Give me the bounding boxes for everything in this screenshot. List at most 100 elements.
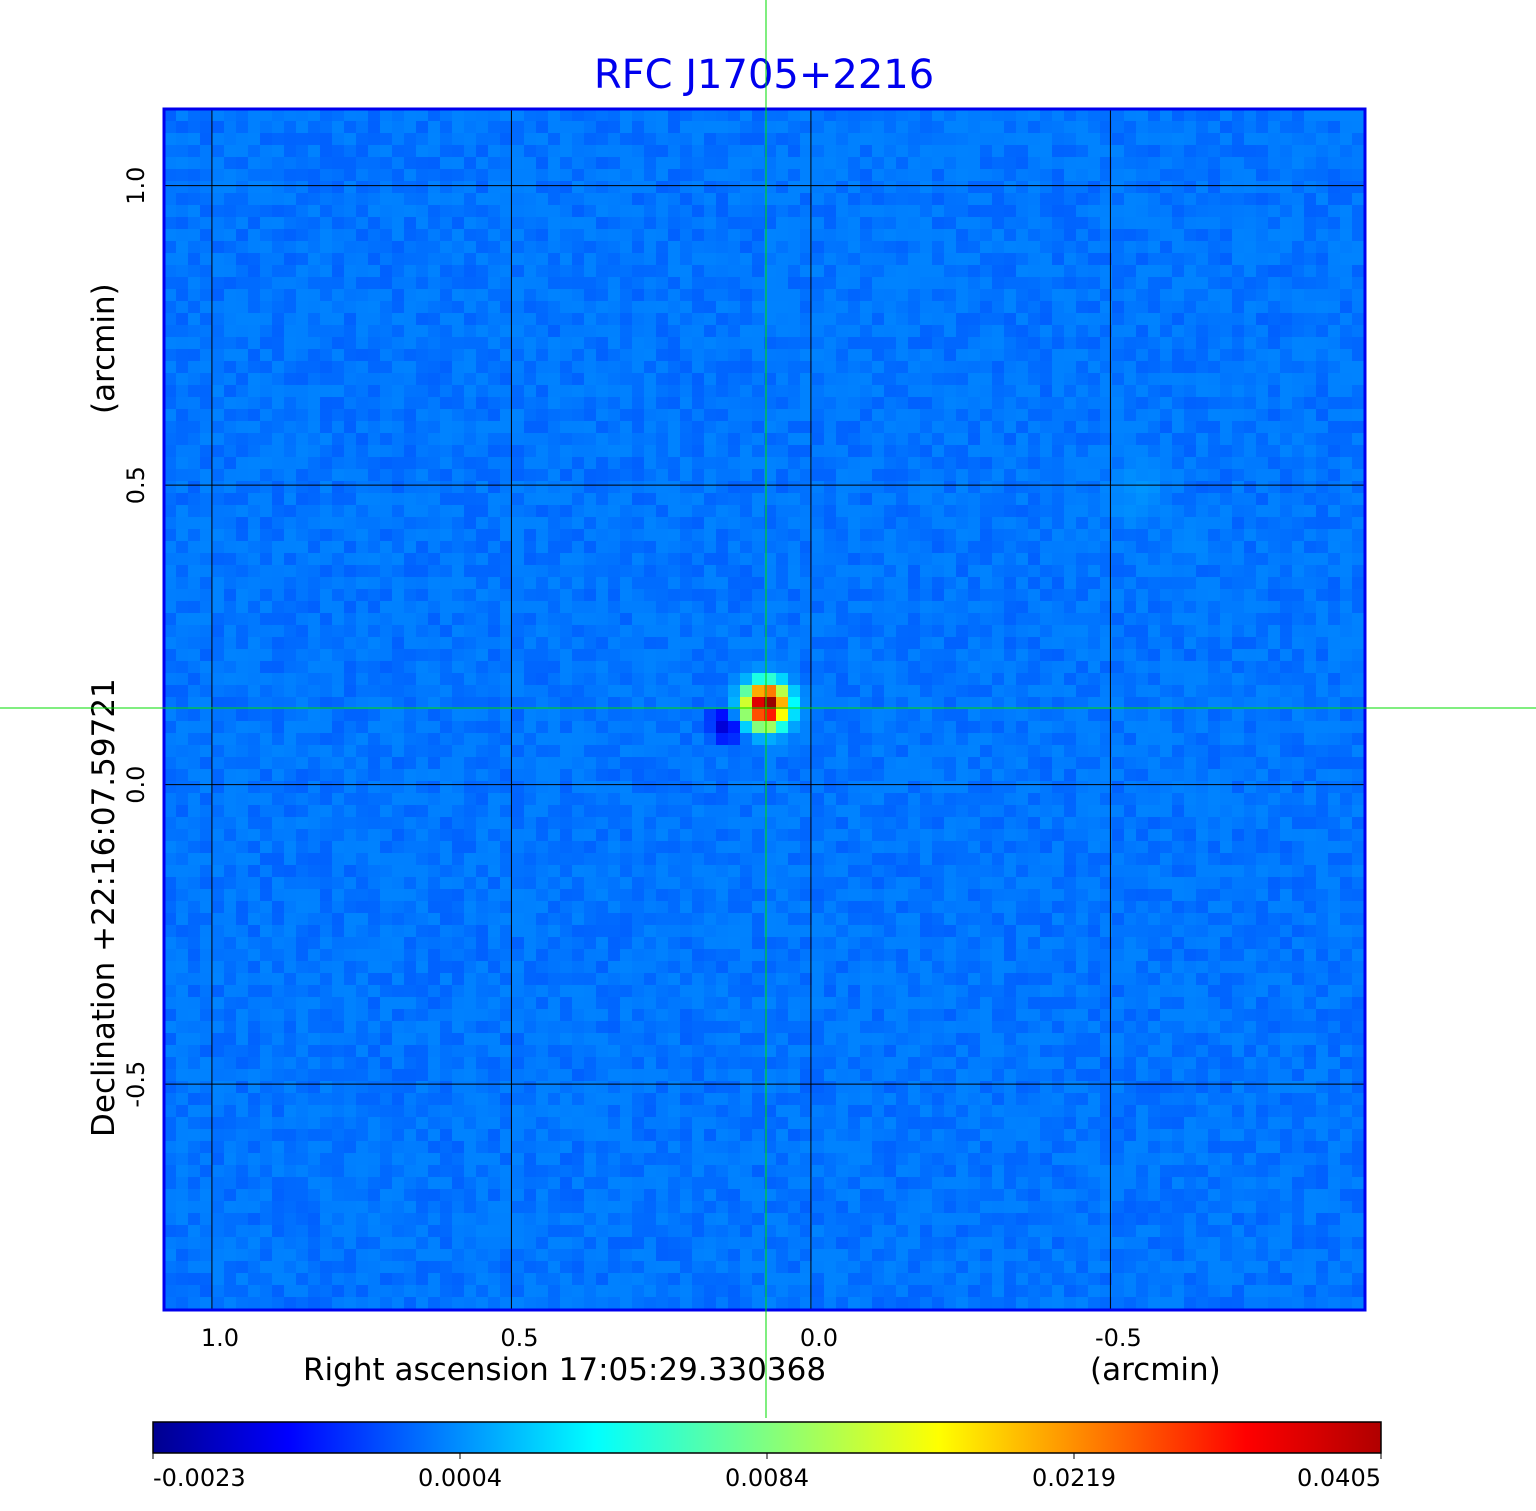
image-pixel bbox=[620, 241, 633, 254]
image-pixel bbox=[1184, 433, 1197, 446]
image-pixel bbox=[560, 289, 573, 302]
image-pixel bbox=[812, 469, 825, 482]
image-pixel bbox=[488, 361, 501, 374]
image-pixel bbox=[488, 397, 501, 410]
image-pixel bbox=[1052, 493, 1065, 506]
image-pixel bbox=[524, 349, 537, 362]
image-pixel bbox=[1184, 193, 1197, 206]
image-pixel bbox=[764, 289, 777, 302]
image-pixel bbox=[1076, 217, 1089, 230]
image-pixel bbox=[608, 253, 621, 266]
image-pixel bbox=[572, 649, 585, 662]
image-pixel bbox=[584, 181, 597, 194]
image-pixel bbox=[1352, 613, 1365, 626]
image-pixel bbox=[800, 217, 813, 230]
image-pixel bbox=[1088, 385, 1101, 398]
image-pixel bbox=[800, 133, 813, 146]
image-pixel bbox=[356, 601, 369, 614]
image-pixel bbox=[1136, 553, 1149, 566]
image-pixel bbox=[848, 661, 861, 674]
image-pixel bbox=[800, 409, 813, 422]
image-pixel bbox=[968, 433, 981, 446]
image-pixel bbox=[968, 313, 981, 326]
image-pixel bbox=[608, 349, 621, 362]
image-pixel bbox=[848, 241, 861, 254]
image-pixel bbox=[284, 553, 297, 566]
image-pixel bbox=[944, 649, 957, 662]
image-pixel bbox=[224, 637, 237, 650]
image-pixel bbox=[500, 697, 513, 710]
image-pixel bbox=[1232, 553, 1245, 566]
image-pixel bbox=[788, 529, 801, 542]
image-pixel bbox=[1100, 241, 1113, 254]
image-pixel bbox=[1340, 361, 1353, 374]
image-pixel bbox=[200, 133, 213, 146]
image-pixel bbox=[656, 313, 669, 326]
image-pixel bbox=[308, 145, 321, 158]
image-pixel bbox=[1052, 169, 1065, 182]
image-pixel bbox=[692, 253, 705, 266]
image-pixel bbox=[1184, 277, 1197, 290]
image-pixel bbox=[992, 673, 1005, 686]
image-pixel bbox=[1064, 673, 1077, 686]
image-pixel bbox=[1004, 349, 1017, 362]
image-pixel bbox=[1280, 589, 1293, 602]
image-pixel bbox=[1160, 613, 1173, 626]
image-pixel bbox=[872, 313, 885, 326]
image-pixel bbox=[428, 397, 441, 410]
image-pixel bbox=[380, 481, 393, 494]
image-pixel bbox=[932, 529, 945, 542]
image-pixel bbox=[668, 505, 681, 518]
image-pixel bbox=[656, 289, 669, 302]
image-pixel bbox=[1280, 409, 1293, 422]
image-pixel bbox=[320, 493, 333, 506]
image-pixel bbox=[1088, 241, 1101, 254]
image-pixel bbox=[1352, 565, 1365, 578]
image-pixel bbox=[1028, 589, 1041, 602]
image-pixel bbox=[812, 337, 825, 350]
image-pixel bbox=[260, 217, 273, 230]
image-pixel bbox=[836, 637, 849, 650]
image-pixel bbox=[524, 253, 537, 266]
image-pixel bbox=[1028, 121, 1041, 134]
image-pixel bbox=[776, 337, 789, 350]
image-pixel bbox=[608, 697, 621, 710]
image-pixel bbox=[968, 493, 981, 506]
image-pixel bbox=[896, 217, 909, 230]
image-pixel bbox=[716, 589, 729, 602]
image-pixel bbox=[368, 277, 381, 290]
image-pixel bbox=[1076, 613, 1089, 626]
image-pixel bbox=[416, 157, 429, 170]
image-pixel bbox=[224, 469, 237, 482]
image-pixel bbox=[1328, 421, 1341, 434]
image-pixel bbox=[248, 145, 261, 158]
image-pixel bbox=[980, 577, 993, 590]
image-pixel bbox=[260, 157, 273, 170]
image-pixel bbox=[728, 409, 741, 422]
image-pixel bbox=[1220, 601, 1233, 614]
image-pixel bbox=[728, 565, 741, 578]
image-pixel bbox=[464, 625, 477, 638]
image-pixel bbox=[728, 145, 741, 158]
image-pixel bbox=[728, 697, 741, 710]
image-pixel bbox=[632, 253, 645, 266]
image-pixel bbox=[860, 421, 873, 434]
image-pixel bbox=[980, 601, 993, 614]
image-pixel bbox=[1040, 301, 1053, 314]
image-pixel bbox=[1112, 505, 1125, 518]
image-pixel bbox=[584, 673, 597, 686]
image-pixel bbox=[848, 385, 861, 398]
image-pixel bbox=[728, 625, 741, 638]
image-pixel bbox=[1256, 361, 1269, 374]
image-pixel bbox=[1088, 505, 1101, 518]
image-pixel bbox=[584, 397, 597, 410]
image-pixel bbox=[1244, 217, 1257, 230]
image-pixel bbox=[404, 613, 417, 626]
image-pixel bbox=[800, 661, 813, 674]
image-pixel bbox=[1256, 385, 1269, 398]
image-pixel bbox=[1220, 169, 1233, 182]
image-pixel bbox=[1172, 373, 1185, 386]
image-pixel bbox=[416, 433, 429, 446]
image-pixel bbox=[632, 301, 645, 314]
image-pixel bbox=[716, 109, 729, 122]
